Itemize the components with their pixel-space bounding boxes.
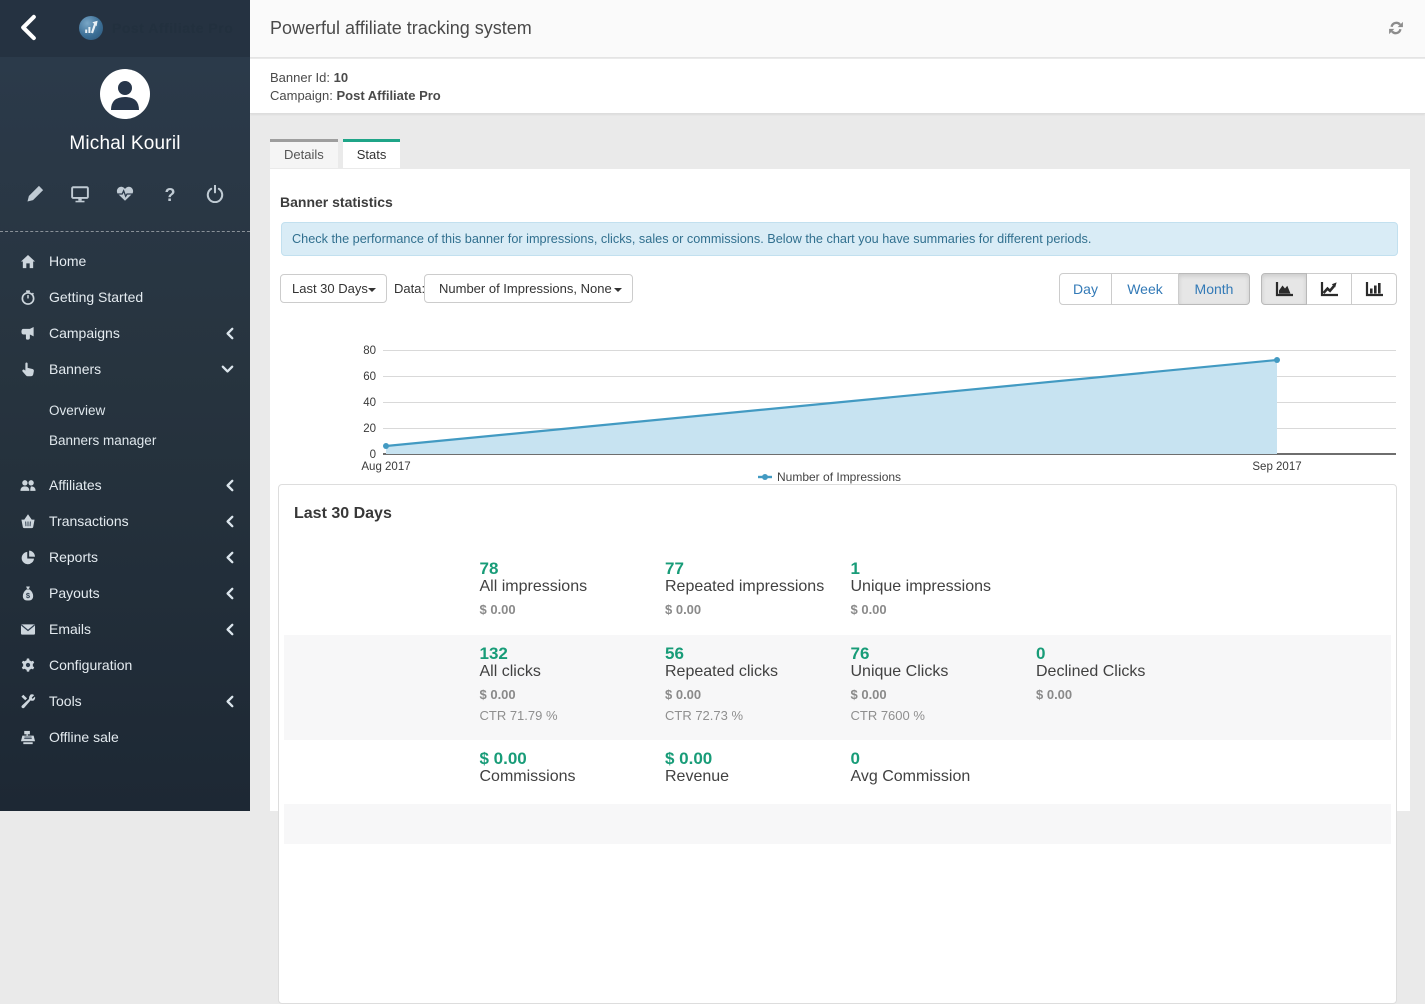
svg-text:40: 40 [363, 397, 376, 409]
svg-text:20: 20 [363, 423, 376, 435]
svg-text:0: 0 [370, 449, 376, 461]
svg-text:Sep 2017: Sep 2017 [1252, 461, 1301, 473]
svg-text:60: 60 [363, 371, 376, 383]
svg-text:Number of Impressions: Number of Impressions [777, 470, 901, 484]
svg-text:80: 80 [363, 345, 376, 357]
svg-text:?: ? [165, 185, 176, 203]
svg-text:Aug 2017: Aug 2017 [361, 461, 410, 473]
